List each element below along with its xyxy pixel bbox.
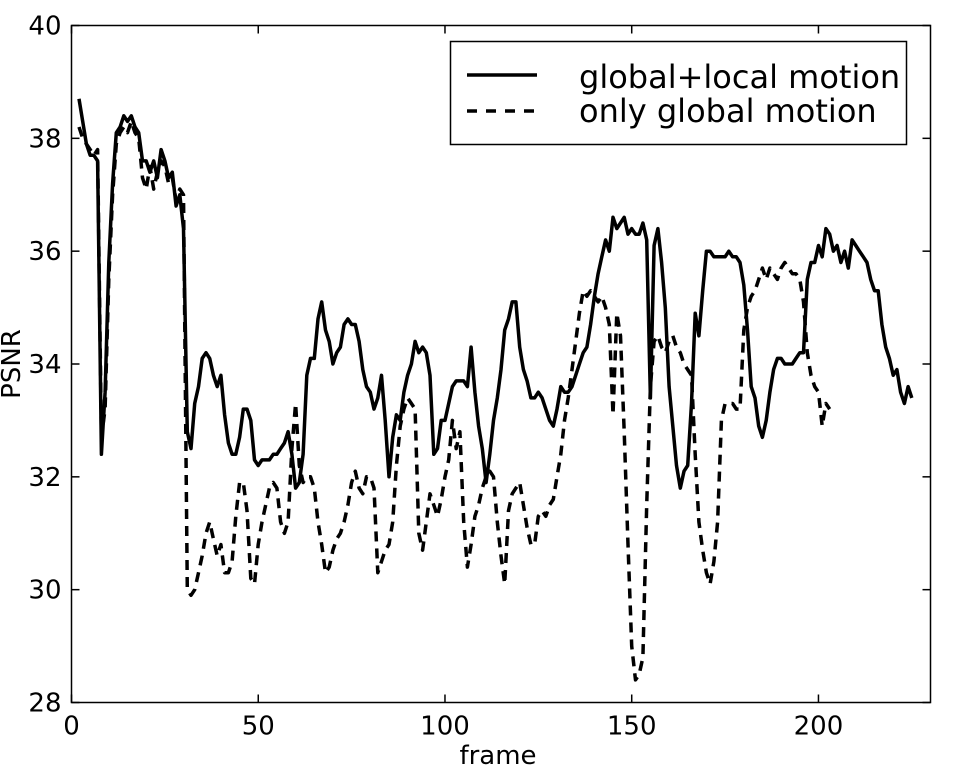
legend: global+local motion only global motion (449, 40, 908, 146)
series-line-only-global-motion (77, 119, 832, 682)
x-tick-label: 0 (63, 712, 80, 742)
x-tick-label: 100 (420, 712, 470, 742)
y-tick-label: 28 (28, 689, 61, 719)
y-tick-label: 40 (28, 12, 61, 42)
y-axis-label: PSNR (0, 329, 27, 399)
legend-label-global-only: only global motion (579, 92, 877, 130)
x-tick-label: 50 (242, 712, 275, 742)
y-tick-label: 36 (28, 237, 61, 267)
y-tick-label: 38 (28, 124, 61, 154)
x-tick-label: 200 (794, 712, 844, 742)
y-tick-label: 32 (28, 463, 61, 493)
legend-label-global-local: global+local motion (579, 58, 900, 96)
y-tick-label: 30 (28, 576, 61, 606)
x-tick-label: 150 (607, 712, 657, 742)
legend-box (449, 40, 908, 146)
x-axis-label: frame (459, 741, 536, 770)
series-line-global-local-motion (77, 98, 914, 490)
y-tick-label: 34 (28, 350, 61, 380)
